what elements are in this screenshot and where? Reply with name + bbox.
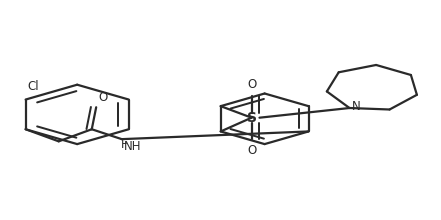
Text: S: S bbox=[247, 111, 257, 125]
Text: Cl: Cl bbox=[28, 80, 39, 93]
Text: F: F bbox=[121, 138, 127, 151]
Text: O: O bbox=[98, 91, 108, 104]
Text: O: O bbox=[247, 78, 256, 91]
Text: N: N bbox=[351, 100, 360, 113]
Text: NH: NH bbox=[124, 140, 142, 153]
Text: O: O bbox=[247, 144, 256, 157]
